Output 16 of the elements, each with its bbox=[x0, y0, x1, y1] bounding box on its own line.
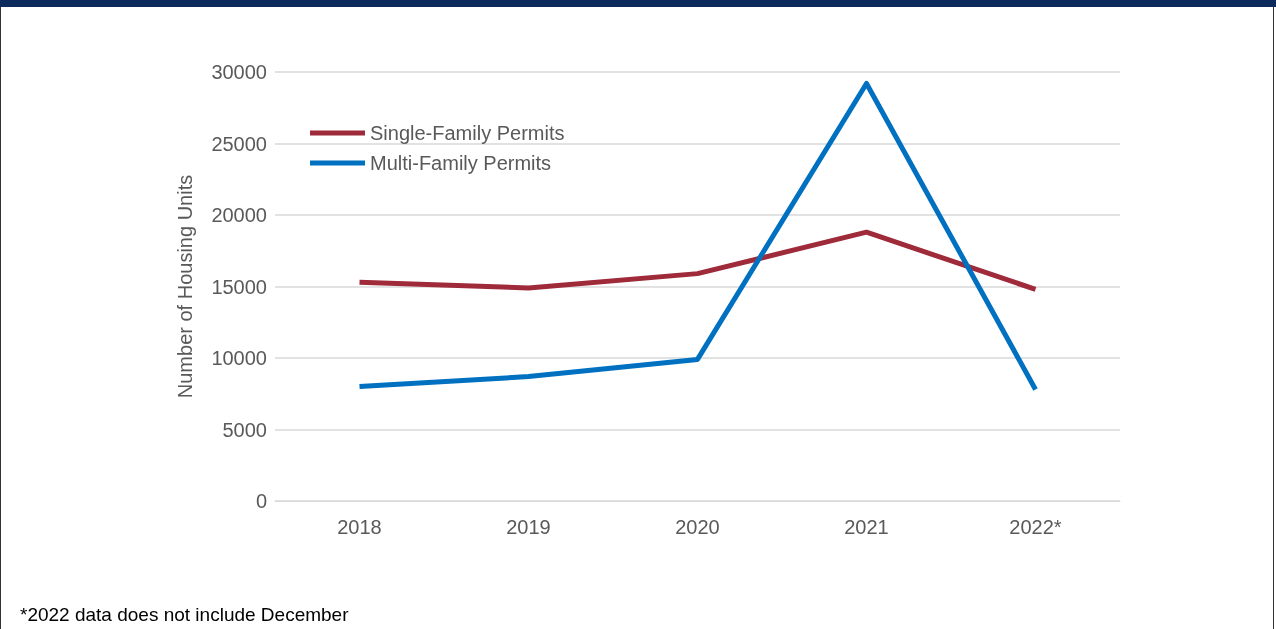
y-tick-label: 5000 bbox=[222, 418, 267, 441]
x-tick-label: 2019 bbox=[506, 516, 551, 538]
y-tick-label: 15000 bbox=[211, 275, 267, 298]
y-tick-label: 10000 bbox=[211, 347, 267, 369]
legend-label: Single-Family Permits bbox=[370, 122, 565, 144]
y-tick-label: 20000 bbox=[211, 204, 267, 226]
x-tick-label: 2022* bbox=[1009, 516, 1062, 538]
x-tick-label: 2021 bbox=[844, 516, 889, 538]
y-tick-label: 0 bbox=[255, 490, 267, 512]
x-tick-label: 2018 bbox=[337, 516, 382, 538]
y-tick-label: 30000 bbox=[211, 61, 267, 83]
text: *2022 data does not include December bbox=[20, 604, 349, 626]
y-axis-title: Number of Housing Units bbox=[174, 174, 196, 399]
y-tick-label: 25000 bbox=[211, 132, 267, 155]
legend-label: Multi-Family Permits bbox=[370, 152, 552, 174]
x-tick-label: 2020 bbox=[675, 516, 720, 538]
